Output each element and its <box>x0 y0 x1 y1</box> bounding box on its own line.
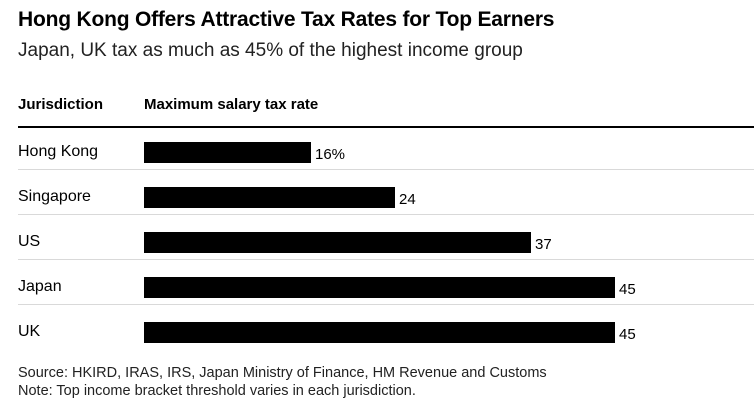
header-rule <box>18 126 754 128</box>
data-label: 45 <box>619 326 636 343</box>
category-label: UK <box>18 323 41 340</box>
row-divider <box>18 259 754 260</box>
data-label: 24 <box>399 191 416 208</box>
category-label: Japan <box>18 278 62 295</box>
column-header-tax-rate: Maximum salary tax rate <box>144 96 319 113</box>
category-label: US <box>18 233 41 250</box>
bar <box>144 142 311 163</box>
column-header-jurisdiction: Jurisdiction <box>18 96 104 113</box>
row-divider <box>18 304 754 305</box>
bar <box>144 187 395 208</box>
bar <box>144 232 531 253</box>
bar <box>144 322 615 343</box>
category-label: Hong Kong <box>18 143 99 160</box>
bar <box>144 277 615 298</box>
chart-subtitle: Japan, UK tax as much as 45% of the high… <box>18 40 523 61</box>
row-divider <box>18 214 754 215</box>
row-divider <box>18 169 754 170</box>
data-label: 16% <box>315 146 346 163</box>
category-label: Singapore <box>18 188 91 205</box>
data-label: 45 <box>619 281 636 298</box>
chart-title: Hong Kong Offers Attractive Tax Rates fo… <box>18 8 555 31</box>
source-note: Source: HKIRD, IRAS, IRS, Japan Ministry… <box>18 365 547 381</box>
footnote: Note: Top income bracket threshold varie… <box>18 383 416 399</box>
data-label: 37 <box>535 236 552 253</box>
